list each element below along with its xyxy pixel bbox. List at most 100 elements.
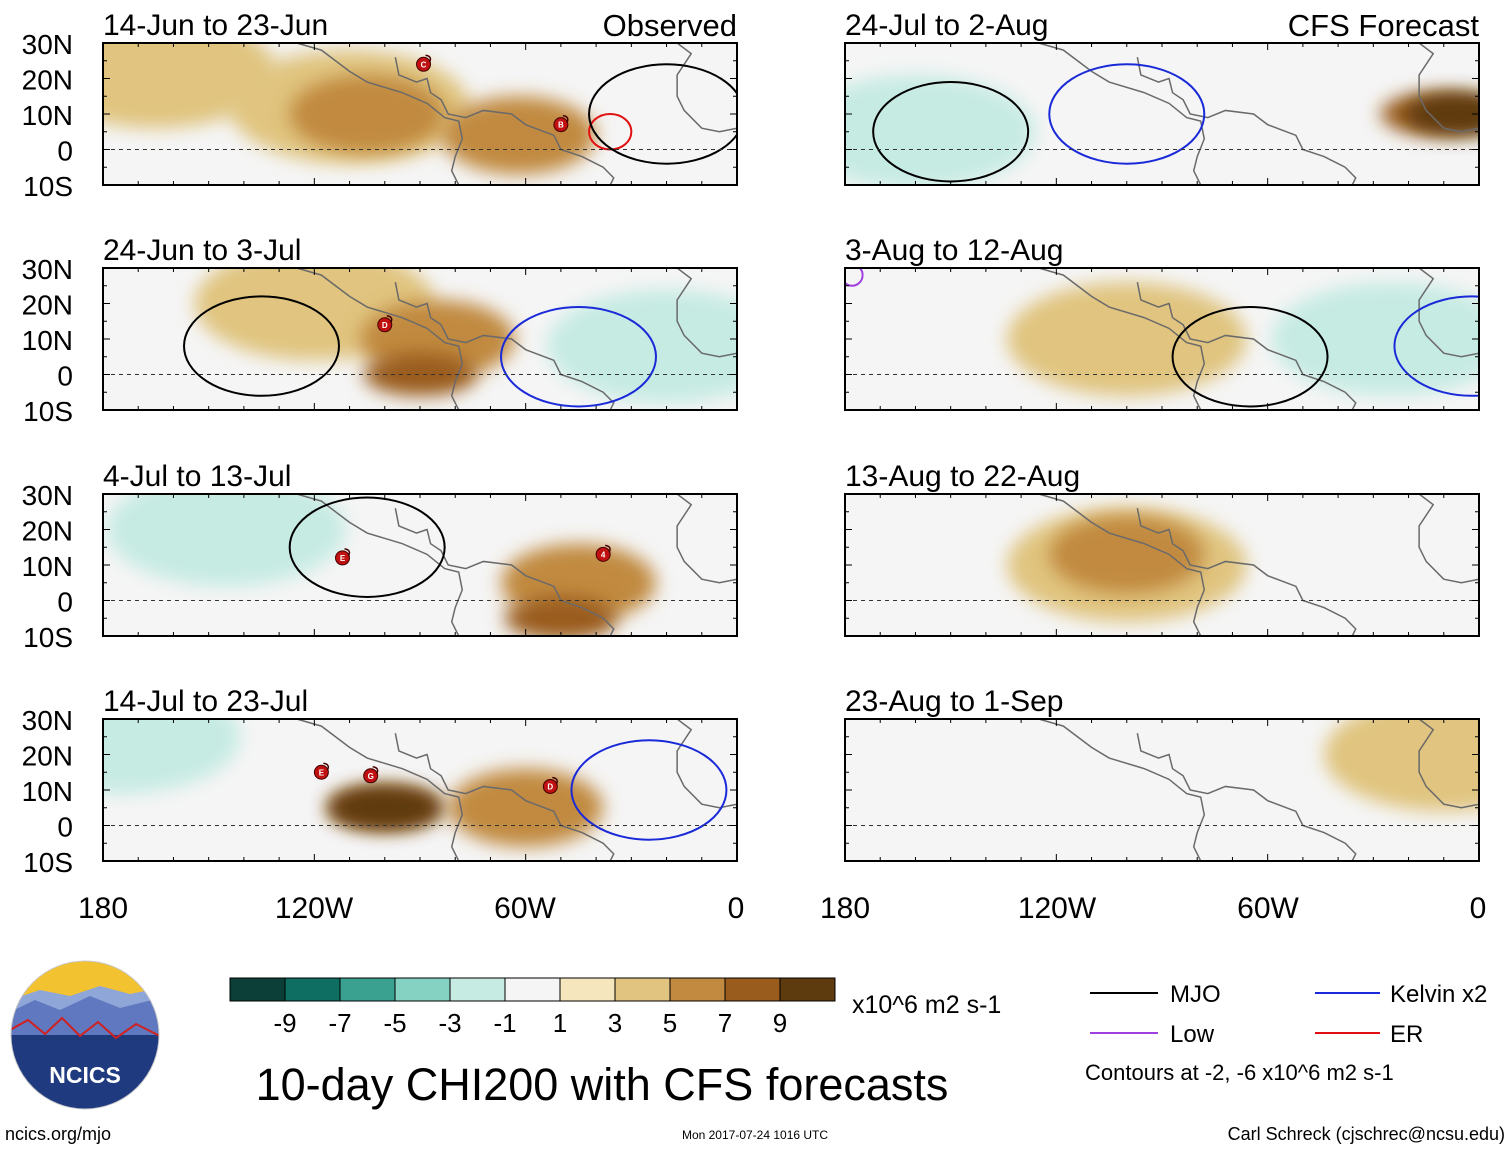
coastline xyxy=(394,508,615,636)
storm-marker: D xyxy=(377,315,393,333)
contour-kelvin xyxy=(500,306,657,408)
panel-field: D xyxy=(103,268,737,410)
anomaly-blob xyxy=(289,74,445,154)
panel: 24-Jul to 2-Aug xyxy=(844,9,1480,186)
storm-marker: 4 xyxy=(595,544,611,562)
x-tick-label: 60W xyxy=(494,892,556,925)
main-title: 10-day CHI200 with CFS forecasts xyxy=(256,1059,949,1110)
legend-label-low: Low xyxy=(1170,1021,1215,1048)
coastline xyxy=(296,494,464,636)
panel-field: CB xyxy=(103,43,737,185)
coastline xyxy=(1418,494,1479,584)
contour-kelvin xyxy=(1048,63,1206,165)
anomaly-blob xyxy=(1147,786,1388,861)
colorbar-tick-label: -9 xyxy=(273,1008,296,1038)
y-tick-label: 0 xyxy=(57,812,73,843)
coastline xyxy=(1136,282,1357,410)
contour-mjo xyxy=(288,496,446,598)
legend-label-er: ER xyxy=(1390,1021,1423,1048)
panel-field xyxy=(845,268,1479,410)
coastline xyxy=(1038,268,1206,410)
anomaly-blob xyxy=(1049,515,1205,594)
y-tick-label: 10N xyxy=(22,100,73,131)
y-tick-label: 30N xyxy=(22,480,73,511)
storm-label: B xyxy=(558,121,564,130)
colorbar-swatch xyxy=(724,977,781,1002)
colorbar-swatch xyxy=(504,977,561,1002)
x-axis-right: 180 120W 60W 0 xyxy=(820,892,1486,925)
y-tick-label: 20N xyxy=(22,65,73,96)
anomaly-blob xyxy=(448,768,604,847)
colorbar-tick-label: 7 xyxy=(718,1008,732,1038)
colorbar-swatch xyxy=(339,977,396,1002)
storm-label: 4 xyxy=(601,550,606,559)
panel-period: 13-Aug to 22-Aug xyxy=(845,460,1080,493)
coastline xyxy=(296,43,464,185)
colorbar-swatch xyxy=(669,977,726,1002)
colorbar-swatch xyxy=(559,977,616,1002)
y-tick-label: 10N xyxy=(22,325,73,356)
coastline xyxy=(1136,733,1357,861)
contour-kelvin xyxy=(570,739,728,841)
anomaly-blob xyxy=(1007,282,1247,396)
anomaly-blob xyxy=(1405,92,1479,136)
colorbar-swatch xyxy=(229,977,286,1002)
colorbar-swatch xyxy=(394,977,451,1002)
footer-site-link[interactable]: ncics.org/mjo xyxy=(5,1124,111,1144)
colorbar-swatch xyxy=(449,977,506,1002)
contour-low xyxy=(845,268,864,287)
anomaly-blob xyxy=(106,494,346,587)
colorbar-tick-label: 3 xyxy=(608,1008,622,1038)
contour-mjo xyxy=(588,63,737,165)
y-tick-label: 20N xyxy=(22,516,73,547)
colorbar-tick-label: -3 xyxy=(438,1008,461,1038)
anomaly-blob xyxy=(1324,719,1479,812)
footer-author: Carl Schreck (cjschrec@ncsu.edu) xyxy=(1228,1124,1505,1144)
x-tick-label: 0 xyxy=(1470,892,1487,925)
panel: 3-Aug to 12-Aug xyxy=(844,234,1480,411)
anomaly-blob xyxy=(441,96,597,175)
storm-label: E xyxy=(340,554,346,563)
y-tick-label: 30N xyxy=(22,705,73,736)
x-axis-left: 180 120W 60W 0 xyxy=(78,892,744,925)
logo-text: NCICS xyxy=(49,1062,121,1088)
panel-field xyxy=(845,43,1479,185)
footer-timestamp: Mon 2017-07-24 1016 UTC xyxy=(682,1128,828,1142)
coastline xyxy=(394,733,615,861)
panel-period: 14-Jun to 23-Jun xyxy=(103,9,328,42)
storm-marker: D xyxy=(542,776,558,794)
panel-period: 14-Jul to 23-Jul xyxy=(103,685,308,718)
x-tick-label: 0 xyxy=(728,892,745,925)
anomaly-blob xyxy=(1271,282,1479,396)
contour-kelvin xyxy=(1393,295,1479,397)
storm-marker: E xyxy=(335,548,351,566)
coastline xyxy=(1038,494,1206,636)
anomaly-blob xyxy=(328,786,442,830)
y-tick-label: 10S xyxy=(23,847,73,878)
contour-note: Contours at -2, -6 x10^6 m2 s-1 xyxy=(1085,1060,1394,1085)
y-tick-label: 10S xyxy=(23,396,73,427)
coastline xyxy=(1418,719,1479,809)
panel-field: E G D xyxy=(103,719,737,861)
coastline xyxy=(296,719,464,861)
coastline xyxy=(676,719,737,809)
coastline xyxy=(676,43,737,133)
y-tick-label: 10N xyxy=(22,776,73,807)
forecast-label: CFS Forecast xyxy=(1288,8,1480,43)
colorbar-tick-label: 5 xyxy=(663,1008,677,1038)
coastline xyxy=(676,494,737,584)
panel: 23-Aug to 1-Sep xyxy=(844,685,1480,862)
x-tick-label: 120W xyxy=(1018,892,1097,925)
storm-marker: C xyxy=(416,54,432,72)
coastline xyxy=(394,282,615,410)
panel-field xyxy=(845,719,1479,861)
panel-field xyxy=(845,494,1479,636)
panel: 13-Aug to 22-Aug xyxy=(844,460,1480,637)
anomaly-blob xyxy=(103,719,241,794)
colorbar-swatch xyxy=(284,977,341,1002)
panel: E G D 30N 20N 10N 0 10S 14-Jul to 23-Jul xyxy=(22,685,738,878)
legend-label-kelvin: Kelvin x2 xyxy=(1390,981,1487,1008)
